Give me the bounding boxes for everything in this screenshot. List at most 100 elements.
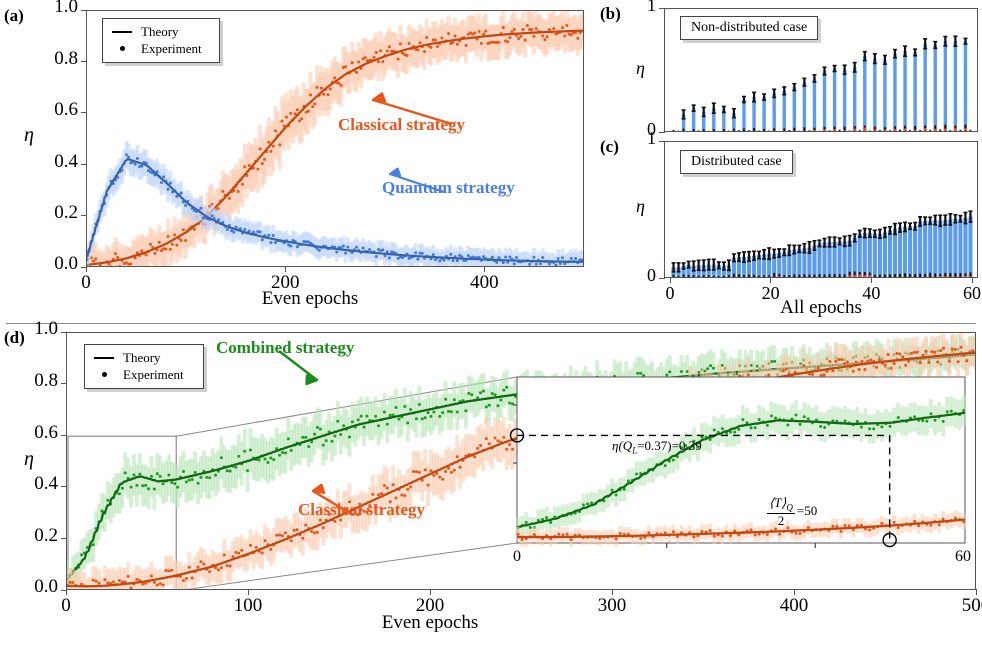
theory-line xyxy=(87,29,583,266)
panel-a-ytick-label: 0.8 xyxy=(54,47,78,69)
bar-group-blue xyxy=(681,41,968,131)
panel-d-xtick-mark xyxy=(611,589,613,595)
panel-a-ytick-label: 0.0 xyxy=(54,253,78,275)
panel-a-legend: Theory Experiment xyxy=(102,18,220,63)
panel-c-xtick-mark xyxy=(770,277,772,283)
panel-a-xtick-mark xyxy=(85,266,87,272)
error-bar-group xyxy=(672,35,972,131)
panel-a-xtick-label: 200 xyxy=(270,272,300,293)
legend-dot-icon xyxy=(93,372,115,377)
panel-d-plot xyxy=(66,332,976,590)
panel-a-ytick-mark xyxy=(81,112,87,114)
panel-d-arrows xyxy=(278,350,354,517)
panel-c-xtick-label: 40 xyxy=(862,283,881,303)
legend-line-icon xyxy=(111,30,133,33)
panel-a-ylabel: η xyxy=(24,124,34,146)
panel-d-xlabel: Even epochs xyxy=(381,612,479,633)
inset-eta-sub: L xyxy=(632,445,638,456)
panel-c-ytick-mark xyxy=(659,277,665,279)
panel-a-ytick-label: 1.0 xyxy=(54,0,78,18)
panel-a-ytick-mark xyxy=(81,266,87,268)
panel-a-annotation-classical: Classical strategy xyxy=(338,115,466,134)
panel-d-xtick-label: 200 xyxy=(415,595,445,616)
legend-row-experiment: Experiment xyxy=(111,40,209,57)
legend-row-theory-d: Theory xyxy=(93,349,193,366)
error-bar-group xyxy=(671,210,973,277)
panel-c-xtick-label: 20 xyxy=(761,283,780,303)
panel-d-xtick-label: 400 xyxy=(779,595,809,616)
legend-line-icon xyxy=(93,356,115,359)
panel-c-ytick-mark xyxy=(659,140,665,142)
panel-d-canvas xyxy=(67,333,975,589)
panel-d-xtick-label: 300 xyxy=(597,595,627,616)
panel-a-canvas xyxy=(87,11,583,266)
legend-row-theory: Theory xyxy=(111,23,209,40)
legend-row-experiment-d: Experiment xyxy=(93,366,193,383)
panel-c-xtick-mark xyxy=(870,277,872,283)
panel-a-ytick-label: 0.6 xyxy=(54,99,78,121)
panel-c-xtick-label: 60 xyxy=(963,283,981,303)
panel-b-ytick-label: 1 xyxy=(647,0,656,16)
panel-d-annotation-classical: Classical strategy xyxy=(298,500,426,519)
panel-d-xtick-mark xyxy=(975,589,977,595)
panel-d-ytick-label: 1.0 xyxy=(34,318,58,340)
inset-T-denominator: 2 xyxy=(777,512,785,528)
panel-d-inset-xtick-label: 60 xyxy=(955,548,971,565)
panel-d-annotation-combined: Combined strategy xyxy=(216,338,355,357)
panel-b-ytick-mark xyxy=(659,7,665,9)
panel-d-ytick-mark xyxy=(61,486,67,488)
panel-d-ytick-mark xyxy=(61,383,67,385)
inset-markers xyxy=(509,404,897,548)
panel-b-ylabel: η xyxy=(636,58,645,78)
panel-d-inset-xtick-label: 0 xyxy=(513,548,521,565)
theory-line xyxy=(87,157,583,263)
inset-T-num-text: ⟨T⟩ xyxy=(769,495,787,510)
panel-c-canvas xyxy=(671,210,973,277)
inset-T-fraction: ⟨T⟩Q 2 xyxy=(767,495,795,529)
panel-b-ytick-label: 0 xyxy=(647,119,656,140)
panel-a-arrows xyxy=(371,92,453,194)
panel-d-xtick-label: 0 xyxy=(61,595,71,616)
panel-c-case-label: Distributed case xyxy=(680,150,793,174)
panel-d-xtick-mark xyxy=(65,589,67,595)
panel-a-ytick-mark xyxy=(81,215,87,217)
panel-d-ytick-label: 0.6 xyxy=(34,421,58,443)
inset-T-value: =50 xyxy=(796,503,818,519)
panel-a-ytick-mark xyxy=(81,163,87,165)
panel-divider xyxy=(6,323,976,324)
panel-c-ytick-label: 1 xyxy=(647,128,656,149)
panel-d-ytick-label: 0.0 xyxy=(34,576,58,598)
panel-d-ytick-label: 0.4 xyxy=(34,473,58,495)
panel-b-letter: (b) xyxy=(600,4,621,23)
legend-theory-label: Theory xyxy=(141,23,179,39)
panel-d-ytick-mark xyxy=(61,434,67,436)
panel-a-xtick-mark xyxy=(284,266,286,272)
panel-a-xtick-label: 0 xyxy=(81,272,91,293)
panel-a-plot xyxy=(86,10,584,267)
panel-a-ytick-label: 0.2 xyxy=(54,201,78,223)
panel-c-ytick-label: 0 xyxy=(647,265,656,286)
panel-d-ytick-label: 0.2 xyxy=(34,524,58,546)
inset-annotation-eta: η(QL=0.37)=0.39 xyxy=(612,438,702,456)
panel-d-ytick-mark xyxy=(61,589,67,591)
legend-theory-label-d: Theory xyxy=(123,349,161,365)
panel-a-letter: (a) xyxy=(4,6,24,25)
inset-T-numerator: ⟨T⟩Q xyxy=(767,495,795,514)
panel-d-inset-canvas xyxy=(516,395,966,548)
inset-eta-head: η(Q xyxy=(612,438,633,453)
panel-d-xtick-mark xyxy=(429,589,431,595)
legend-experiment-label-d: Experiment xyxy=(123,366,184,382)
panel-c-ylabel: η xyxy=(636,196,645,216)
panel-c-xtick-label: 0 xyxy=(665,283,675,303)
panel-a-xtick-label: 400 xyxy=(470,272,499,293)
panel-a-ytick-mark xyxy=(81,9,87,11)
panel-d-letter: (d) xyxy=(4,328,25,347)
panel-d-ytick-label: 0.8 xyxy=(34,369,58,391)
panel-d-ylabel: η xyxy=(24,448,34,470)
theory-line xyxy=(516,411,966,529)
panel-b-case-label: Non-distributed case xyxy=(680,16,819,40)
panel-d-inset xyxy=(516,376,966,544)
panel-c-xtick-mark xyxy=(971,277,973,283)
inset-eta-tail: =0.37)=0.39 xyxy=(637,438,702,453)
panel-c-xtick-mark xyxy=(669,277,671,283)
